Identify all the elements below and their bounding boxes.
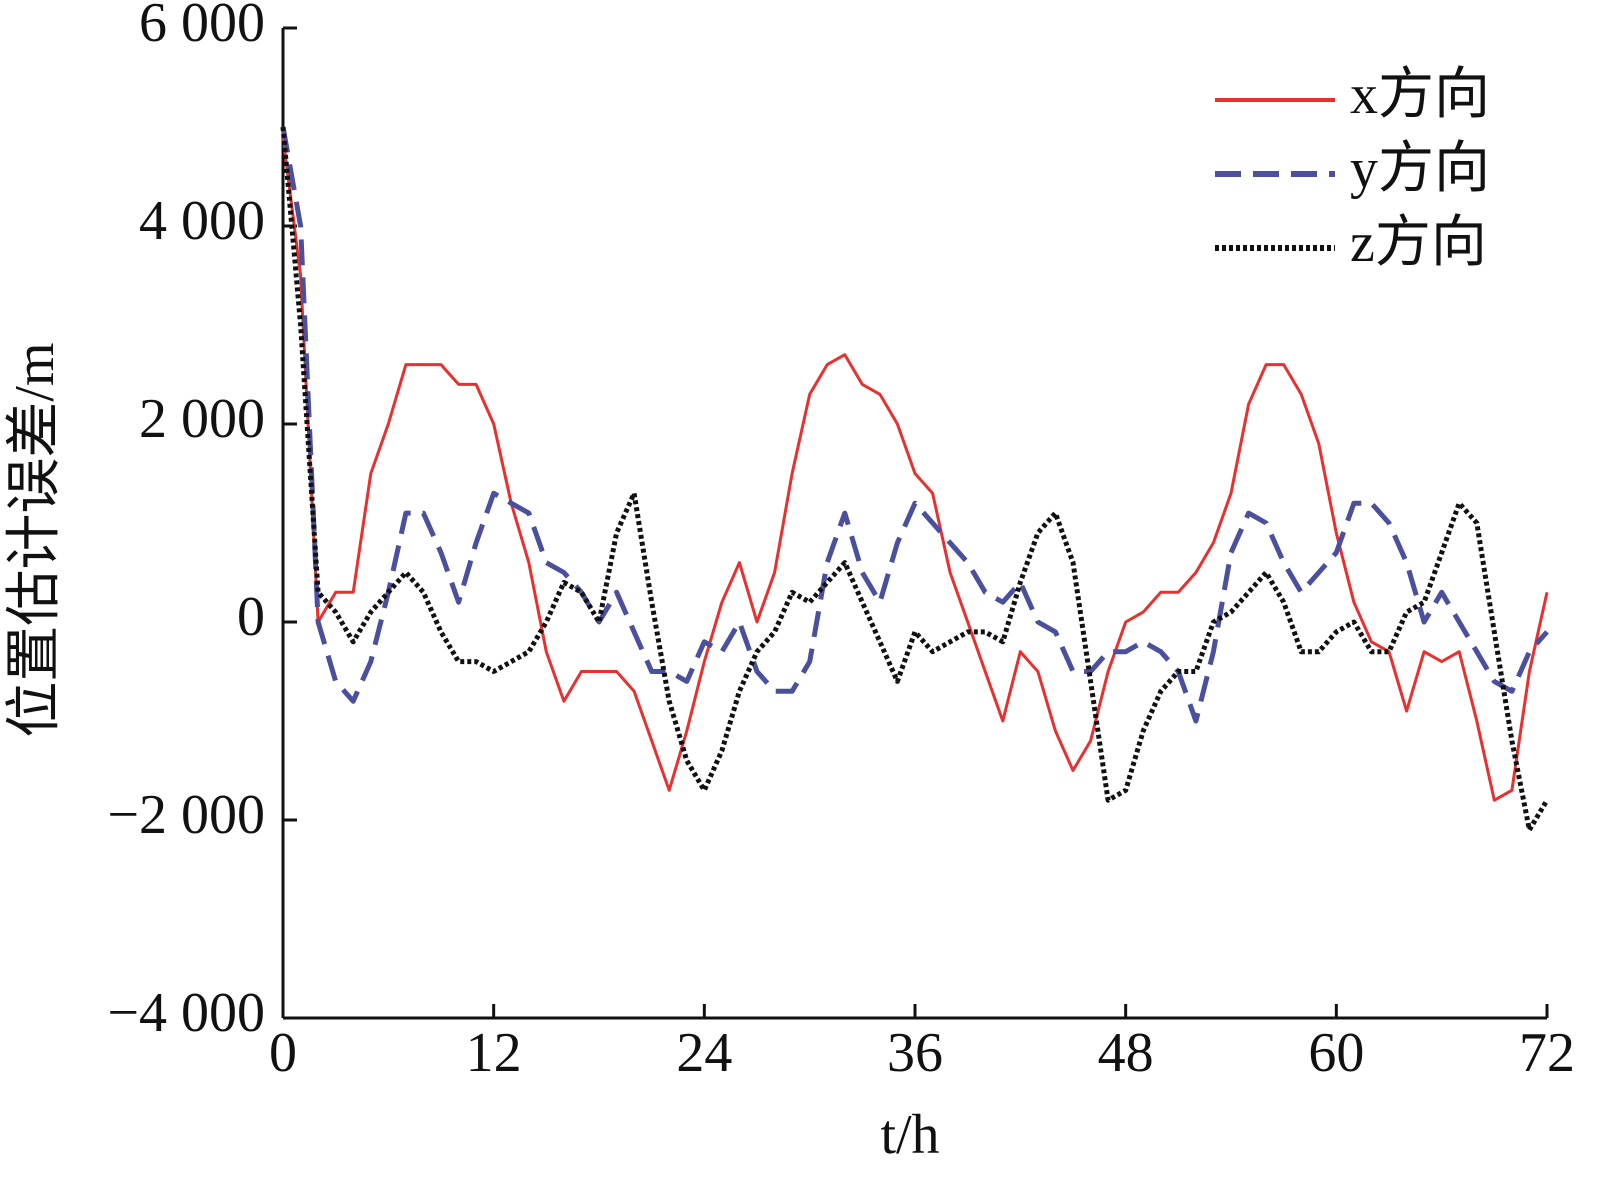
y-tick-label: −4 000: [107, 982, 265, 1044]
legend-label: z方向: [1350, 212, 1487, 274]
legend-label: x方向: [1350, 64, 1490, 126]
y-tick-label: 2 000: [139, 388, 265, 450]
x-tick-label: 60: [1308, 1022, 1364, 1084]
x-tick-label: 36: [887, 1022, 943, 1084]
y-tick-label: 6 000: [139, 0, 265, 54]
x-tick-label: 48: [1098, 1022, 1154, 1084]
y-tick-label: 0: [237, 586, 265, 648]
y-tick-label: 4 000: [139, 190, 265, 252]
x-axis-label: t/h: [880, 1104, 939, 1166]
series-line: [280, 126, 1550, 833]
x-tick-label: 12: [466, 1022, 522, 1084]
series-line: [281, 136, 1549, 802]
y-axis-label: 位置估计误差/m: [4, 342, 66, 737]
x-tick-label: 72: [1519, 1022, 1575, 1084]
series-line: [280, 126, 1549, 724]
x-tick-label: 0: [269, 1022, 297, 1084]
x-tick-label: 24: [676, 1022, 732, 1084]
y-tick-label: −2 000: [107, 784, 265, 846]
legend-label: y方向: [1350, 138, 1490, 200]
